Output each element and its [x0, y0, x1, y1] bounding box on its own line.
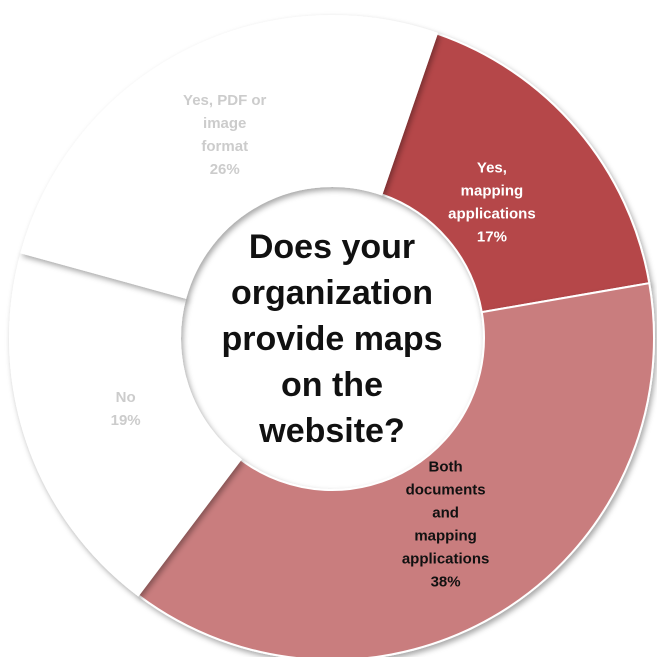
slice-labels: Yes, mapping applications 17% Both documents a…: [111, 92, 536, 591]
slice-label: Both documents and mapping applications 38%: [402, 459, 490, 591]
slice-no: [9, 251, 242, 597]
center-title: Does your organization provide maps on the w…: [221, 228, 442, 450]
chart-title: Does your organization provide maps on the w…: [221, 228, 442, 450]
slice-label: Yes, mapping applications 17%: [448, 159, 536, 245]
slice-label: Yes, PDF or image format 26%: [183, 92, 267, 178]
slice-yes-mapping-applications: [380, 32, 651, 314]
slices: [9, 15, 655, 657]
slice-yes-pdf-or-image-format: [20, 15, 439, 299]
slice-label: No 19%: [111, 389, 141, 429]
slice-both-documents-and-mapping-applications: [136, 282, 655, 657]
